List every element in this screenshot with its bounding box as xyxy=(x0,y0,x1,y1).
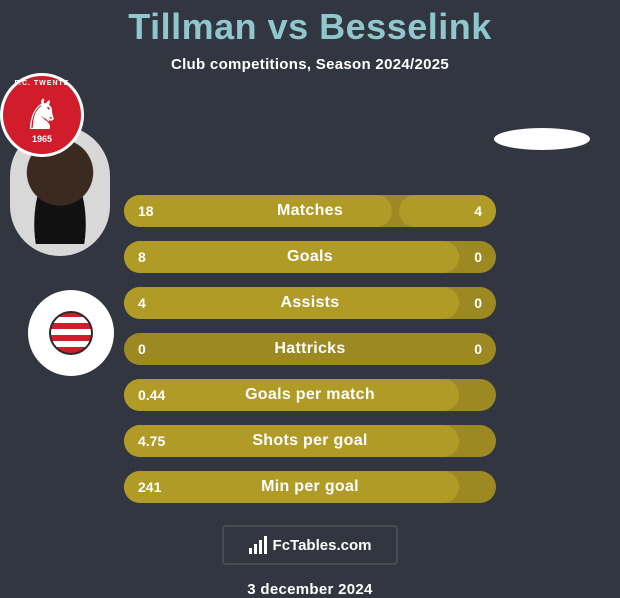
stat-label: Goals per match xyxy=(245,386,375,404)
stat-value-left: 0 xyxy=(138,341,146,357)
psv-logo-icon xyxy=(36,298,106,368)
stat-row: 0.44 Goals per match xyxy=(124,379,496,411)
stat-label: Matches xyxy=(277,202,343,220)
stat-label: Assists xyxy=(280,294,339,312)
stat-value-left: 4 xyxy=(138,295,146,311)
brand-box[interactable]: FcTables.com xyxy=(222,525,398,565)
stat-value-right: 0 xyxy=(474,295,482,311)
club-badge-left xyxy=(28,290,114,376)
stat-value-right: 0 xyxy=(474,341,482,357)
stat-value-left: 4.75 xyxy=(138,433,165,449)
bars-icon xyxy=(249,536,267,554)
stat-row: 8 Goals 0 xyxy=(124,241,496,273)
stat-row: 18 Matches 4 xyxy=(124,195,496,227)
page-title: Tillman vs Besselink xyxy=(0,0,620,48)
player-right-placeholder xyxy=(494,128,590,150)
subtitle: Club competitions, Season 2024/2025 xyxy=(0,56,620,73)
stat-value-left: 0.44 xyxy=(138,387,165,403)
stat-fill-left xyxy=(124,195,392,227)
stat-value-right: 4 xyxy=(474,203,482,219)
stat-row: 4 Assists 0 xyxy=(124,287,496,319)
stat-row: 0 Hattricks 0 xyxy=(124,333,496,365)
twente-logo-icon: F.C. TWENTE ♞ 1965 xyxy=(0,73,84,157)
brand-label: FcTables.com xyxy=(273,537,372,554)
stat-label: Shots per goal xyxy=(252,432,367,450)
stat-value-left: 8 xyxy=(138,249,146,265)
stat-row: 241 Min per goal xyxy=(124,471,496,503)
club-badge-right: F.C. TWENTE ♞ 1965 xyxy=(0,73,84,157)
date-label: 3 december 2024 xyxy=(0,581,620,598)
stat-row: 4.75 Shots per goal xyxy=(124,425,496,457)
horse-icon: ♞ xyxy=(23,94,61,136)
stat-value-right: 0 xyxy=(474,249,482,265)
stat-label: Hattricks xyxy=(274,340,345,358)
stat-value-left: 241 xyxy=(138,479,161,495)
stat-label: Goals xyxy=(287,248,333,266)
stat-value-left: 18 xyxy=(138,203,154,219)
stat-label: Min per goal xyxy=(261,478,359,496)
